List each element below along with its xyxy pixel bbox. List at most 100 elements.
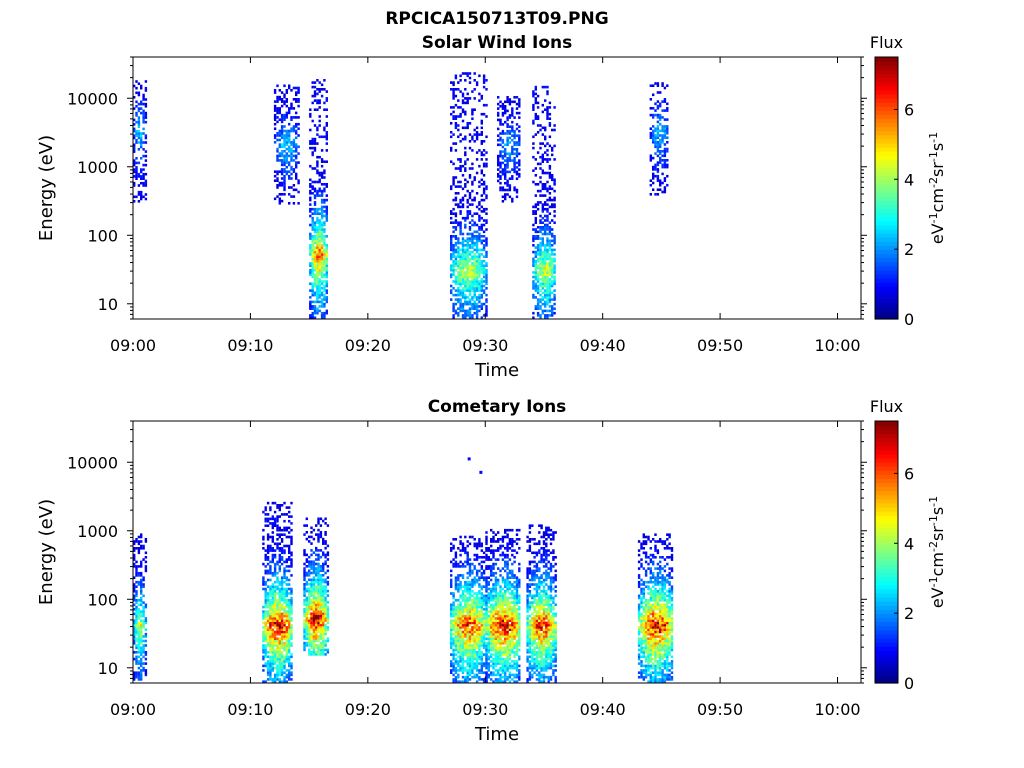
flux-cell [290,628,293,631]
flux-cell [459,646,462,650]
flux-cell [452,88,455,91]
flux-cell [497,540,500,543]
flux-cell [309,235,312,238]
flux-cell [464,678,467,681]
flux-cell [269,599,272,602]
flux-cell [471,621,474,625]
colorbar-step [875,233,898,238]
flux-cell [325,291,328,295]
flux-cell [305,558,308,561]
flux-cell [553,189,556,193]
flux-cell [137,632,141,636]
flux-cell [551,146,554,150]
flux-cell [452,133,455,136]
flux-cell [308,555,311,559]
flux-cell [490,594,493,598]
flux-cell [280,680,284,683]
flux-cell [487,599,490,602]
flux-cell [317,635,320,638]
flux-cell [475,271,479,274]
flux-cell [283,657,286,661]
flux-cell [457,246,460,249]
flux-cell [551,203,554,206]
flux-cell [133,630,136,634]
flux-cell [499,644,502,647]
flux-cell [485,601,488,604]
flux-cell [320,183,324,186]
flux-cell [283,100,286,103]
flux-cell [276,544,279,548]
flux-cell [137,547,141,550]
flux-cell [285,605,288,609]
flux-cell [310,565,313,568]
flux-cell [475,83,479,87]
flux-cell [276,614,279,618]
flux-cell [478,284,481,288]
flux-cell [137,93,141,97]
flux-cell [478,637,481,640]
flux-cell [322,578,325,582]
x-tick-label: 09:20 [345,336,391,355]
flux-cell [536,151,540,154]
flux-cell [454,280,458,283]
flux-cell [450,210,453,213]
flux-cell [468,567,472,570]
flux-cell [140,562,143,566]
flux-cell [269,666,272,670]
flux-cell [492,646,495,650]
flux-cell [459,133,462,136]
flux-cell [508,186,512,189]
flux-cell [325,149,328,152]
flux-cell [324,628,327,631]
flux-cell [553,241,556,245]
flux-cell [466,205,469,209]
flux-cell [135,100,138,104]
flux-cell [490,664,493,668]
flux-cell [283,621,286,625]
flux-cell [452,644,455,647]
flux-cell [142,614,145,618]
flux-cell [459,587,462,591]
flux-cell [497,594,500,598]
flux-cell [461,287,465,290]
flux-cell [303,589,306,593]
flux-cell [288,623,291,627]
flux-cell [264,556,267,559]
flux-cell [475,653,479,656]
flux-cell [536,226,540,229]
flux-cell [468,167,472,170]
flux-cell [494,664,498,668]
flux-cell [466,214,469,218]
flux-cell [459,307,462,310]
flux-cell [466,669,469,672]
flux-cell [280,628,284,631]
colorbar-step [875,106,898,111]
flux-cell [461,610,465,613]
flux-cell [492,680,495,683]
flux-cell [513,188,516,192]
flux-cell [466,673,469,677]
flux-cell [459,280,462,283]
flux-cell [471,167,474,170]
flux-cell [135,675,138,679]
flux-cell [285,592,288,595]
flux-cell [497,567,500,570]
flux-cell [506,136,509,140]
flux-cell [450,592,453,595]
flux-cell [450,547,453,550]
flux-cell [316,291,319,295]
flux-cell [553,183,556,186]
flux-cell [536,289,540,292]
flux-cell [135,628,138,631]
flux-cell [485,644,488,647]
flux-cell [271,501,274,505]
flux-cell [315,621,318,625]
flux-cell [471,268,474,272]
flux-cell [309,192,312,195]
flux-cell [457,262,460,265]
flux-cell [454,583,458,586]
flux-cell [308,628,311,631]
flux-cell [285,100,288,103]
flux-cell [326,605,330,609]
flux-cell [480,151,483,154]
